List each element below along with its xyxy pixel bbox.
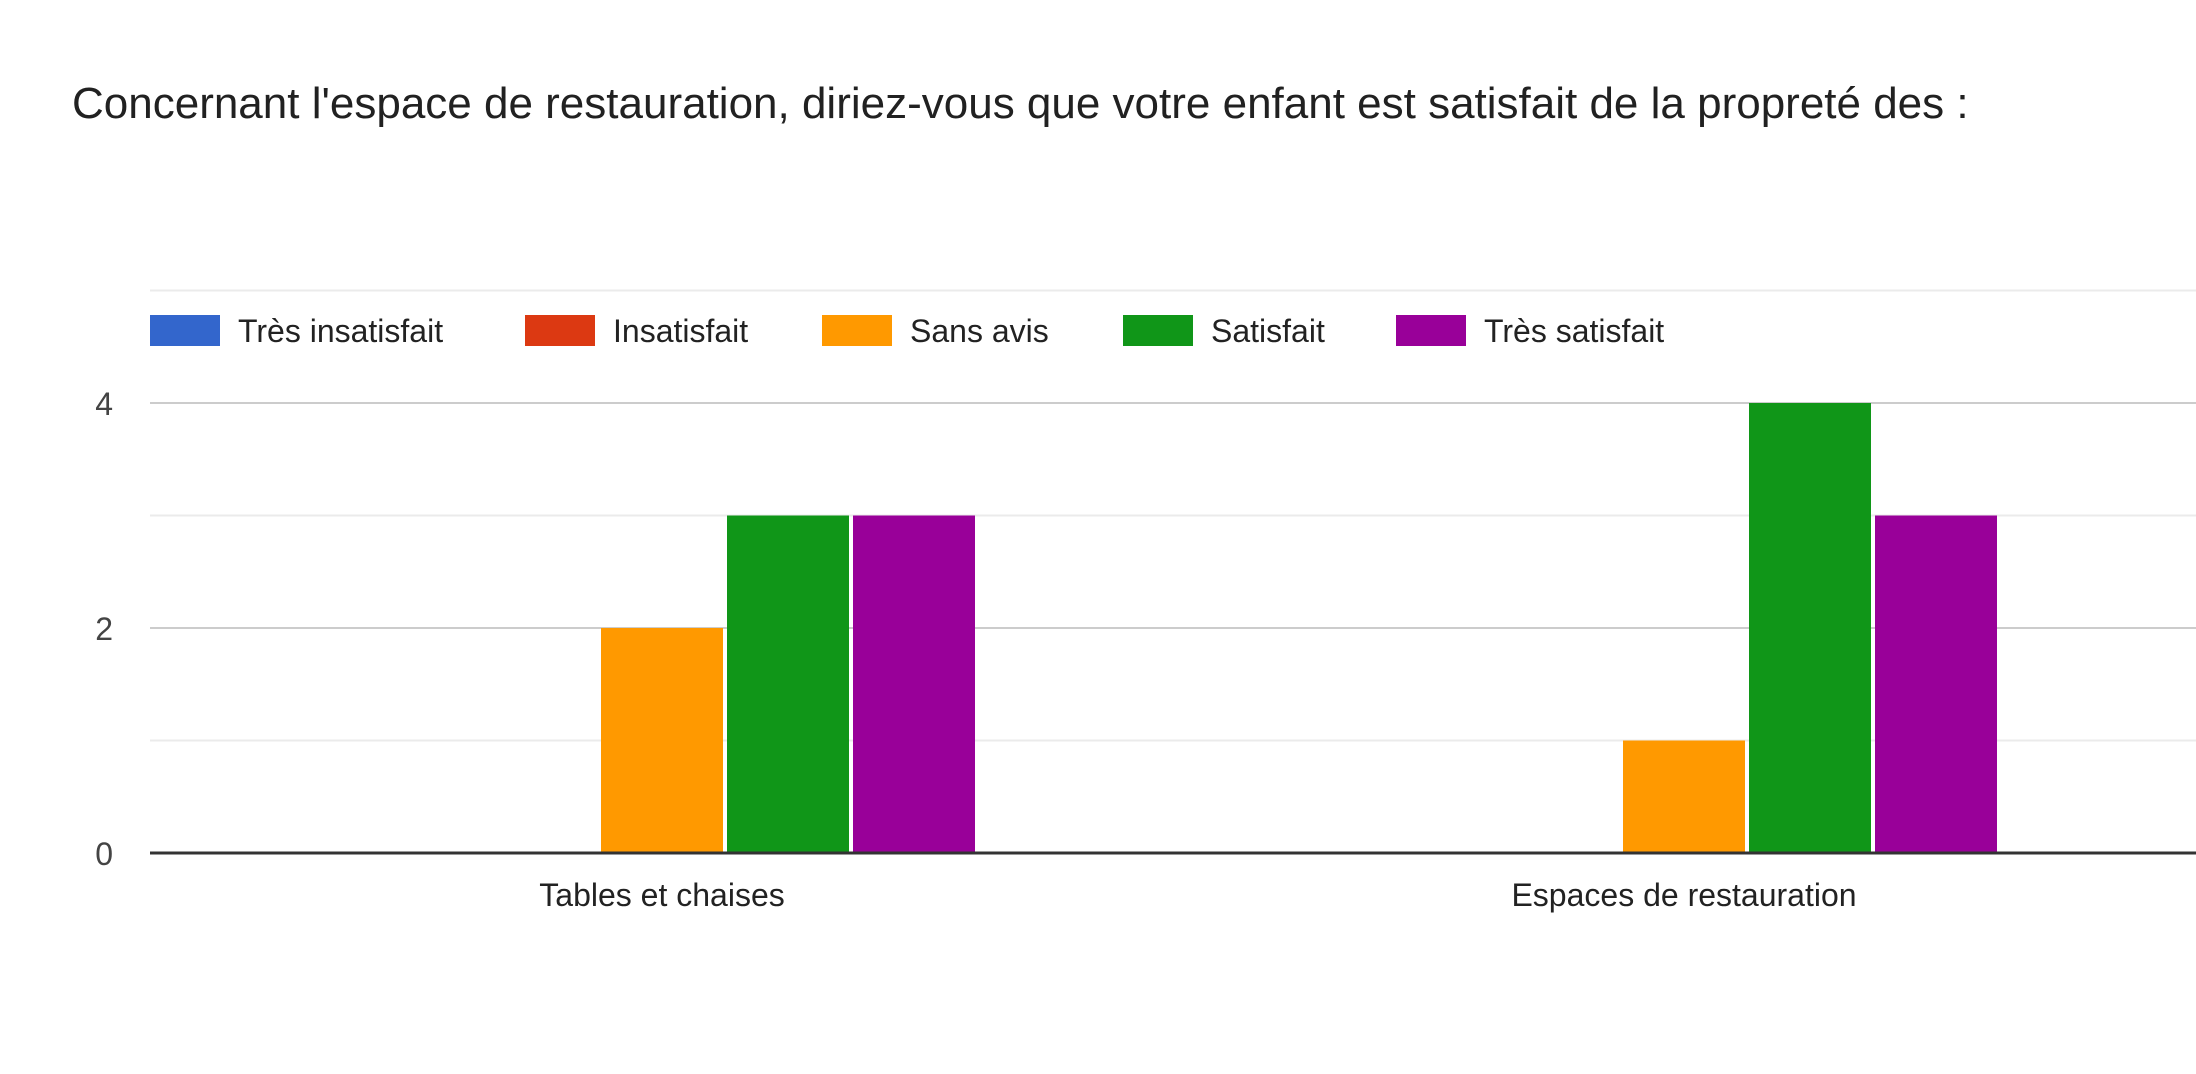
bar-satisfait-espaces-de-restauration [1749,403,1871,853]
bars [601,403,1997,853]
y-tick-label: 2 [95,611,113,647]
legend: Très insatisfait Insatisfait Sans avis Sati… [150,313,1664,349]
legend-label-sans-avis: Sans avis [910,313,1049,349]
legend-label-tres-insatisfait: Très insatisfait [238,313,443,349]
legend-swatch-tres-satisfait [1396,315,1466,346]
x-tick-label: Espaces de restauration [1511,877,1856,913]
bar-sans-avis-espaces-de-restauration [1623,740,1745,853]
x-axis-labels: Tables et chaises Espaces de restauration [539,877,1856,913]
chart-title: Concernant l'espace de restauration, dir… [72,79,1969,128]
y-tick-label: 4 [95,386,113,422]
legend-label-insatisfait: Insatisfait [613,313,748,349]
y-axis-ticks: 0 2 4 [95,386,113,872]
x-tick-label: Tables et chaises [539,877,784,913]
bar-tres-satisfait-tables-et-chaises [853,515,975,853]
legend-swatch-sans-avis [822,315,892,346]
legend-swatch-tres-insatisfait [150,315,220,346]
legend-swatch-satisfait [1123,315,1193,346]
legend-swatch-insatisfait [525,315,595,346]
legend-label-satisfait: Satisfait [1211,313,1325,349]
y-tick-label: 0 [95,836,113,872]
bar-satisfait-tables-et-chaises [727,515,849,853]
bar-sans-avis-tables-et-chaises [601,628,723,853]
bar-tres-satisfait-espaces-de-restauration [1875,515,1997,853]
legend-label-tres-satisfait: Très satisfait [1484,313,1664,349]
